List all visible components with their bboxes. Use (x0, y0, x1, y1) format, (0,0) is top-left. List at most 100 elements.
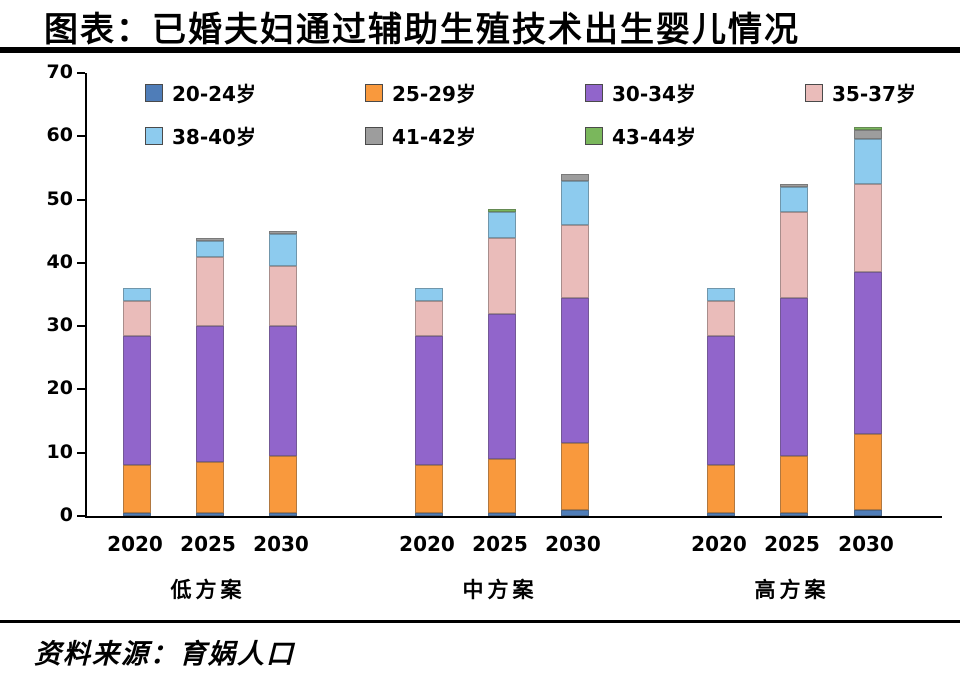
legend-item: 41-42岁 (365, 121, 585, 150)
legend-item: 35-37岁 (805, 78, 960, 107)
bar-segment-30-34岁 (780, 297, 808, 456)
stacked-bar (196, 73, 224, 516)
bar-segment-35-37岁 (707, 300, 735, 336)
legend-item: 43-44岁 (585, 121, 805, 150)
y-tick-label: 70 (46, 61, 73, 83)
bar-segment-20-24岁 (123, 512, 151, 516)
stacked-bar (561, 73, 589, 516)
legend-item: 20-24岁 (145, 78, 365, 107)
y-tick-mark (77, 72, 85, 74)
bar-segment-25-29岁 (488, 459, 516, 513)
bar-segment-43-44岁 (488, 209, 516, 213)
bar-segment-30-34岁 (561, 297, 589, 444)
bar-segment-35-37岁 (854, 183, 882, 273)
y-tick-mark (77, 325, 85, 328)
group-label: 高方案 (754, 578, 830, 602)
legend-label: 25-29岁 (392, 82, 476, 106)
legend-swatch (805, 83, 823, 102)
bar-segment-20-24岁 (854, 509, 882, 516)
bar-segment-38-40岁 (196, 240, 224, 257)
bar-segment-35-37岁 (780, 212, 808, 298)
y-tick-label: 50 (46, 187, 73, 210)
bar-segment-25-29岁 (269, 455, 297, 513)
legend-label: 30-34岁 (612, 82, 696, 106)
legend-label: 43-44岁 (612, 125, 696, 149)
x-tick-label: 2025 (764, 532, 820, 556)
bar-segment-30-34岁 (854, 272, 882, 434)
legend-item: 30-34岁 (585, 78, 805, 107)
group-label: 中方案 (462, 578, 538, 602)
y-tick-label: 40 (46, 250, 73, 273)
group-label: 低方案 (170, 578, 246, 602)
bar-segment-30-34岁 (269, 326, 297, 456)
y-tick-mark (77, 135, 85, 138)
stacked-bar (780, 73, 808, 516)
bar-segment-25-29岁 (707, 465, 735, 513)
bar-segment-38-40岁 (854, 139, 882, 184)
bar-segment-35-37岁 (123, 300, 151, 336)
legend-swatch (365, 83, 383, 102)
bar-segment-25-29岁 (123, 465, 151, 513)
bar-segment-41-42岁 (196, 237, 224, 241)
bar-segment-38-40岁 (561, 180, 589, 225)
bar-segment-38-40岁 (269, 234, 297, 267)
x-tick-label: 2025 (472, 532, 528, 556)
legend-swatch (365, 126, 383, 145)
plot-area (85, 73, 942, 518)
bar-segment-35-37岁 (561, 224, 589, 298)
stacked-bar (854, 73, 882, 516)
legend-label: 20-24岁 (172, 82, 256, 106)
chart-area: 20-24岁 25-29岁 30-34岁 35-37岁 38-40岁 41-42岁 43-4… (0, 53, 960, 618)
y-tick-mark (77, 515, 85, 517)
y-tick-label: 60 (46, 124, 73, 147)
legend-swatch (145, 83, 163, 102)
bar-segment-20-24岁 (488, 512, 516, 516)
bar-segment-35-37岁 (415, 300, 443, 336)
source-text: 资料来源：育娲人口 (34, 639, 295, 670)
y-tick-label: 20 (46, 377, 73, 400)
bar-segment-20-24岁 (561, 509, 589, 516)
x-tick-label: 2020 (691, 532, 747, 556)
x-tick-label: 2030 (545, 532, 601, 556)
bar-segment-38-40岁 (123, 288, 151, 301)
chart-legend: 20-24岁 25-29岁 30-34岁 35-37岁 38-40岁 41-42岁 43-4… (145, 78, 960, 150)
stacked-bar (123, 73, 151, 516)
stacked-bar (269, 73, 297, 516)
bar-segment-38-40岁 (707, 288, 735, 301)
bar-segment-43-44岁 (854, 126, 882, 130)
bar-segment-41-42岁 (561, 174, 589, 181)
bar-segment-35-37岁 (488, 237, 516, 314)
bar-segment-35-37岁 (269, 266, 297, 327)
bar-segment-30-34岁 (707, 335, 735, 466)
legend-swatch (585, 83, 603, 102)
y-tick-mark (77, 451, 85, 454)
stacked-bar (707, 73, 735, 516)
bar-segment-25-29岁 (561, 443, 589, 510)
bar-segment-30-34岁 (415, 335, 443, 466)
bar-segment-30-34岁 (488, 313, 516, 460)
x-tick-label: 2025 (180, 532, 236, 556)
stacked-bar (415, 73, 443, 516)
bar-segment-41-42岁 (780, 183, 808, 187)
x-tick-label: 2030 (253, 532, 309, 556)
y-tick-mark (77, 388, 85, 391)
legend-label: 38-40岁 (172, 125, 256, 149)
legend-swatch (585, 126, 603, 145)
y-tick-label: 0 (59, 504, 73, 526)
bar-segment-20-24岁 (780, 512, 808, 516)
y-tick-label: 30 (46, 314, 73, 337)
bar-segment-25-29岁 (780, 455, 808, 513)
source-divider (0, 620, 960, 623)
bar-segment-41-42岁 (269, 231, 297, 235)
bar-segment-30-34岁 (123, 335, 151, 466)
bar-segment-35-37岁 (196, 256, 224, 327)
bar-segment-25-29岁 (854, 433, 882, 510)
bar-segment-38-40岁 (415, 288, 443, 301)
bar-segment-20-24岁 (707, 512, 735, 516)
chart-title: 图表：已婚夫妇通过辅助生殖技术出生婴儿情况 (44, 10, 800, 50)
bar-segment-38-40岁 (780, 186, 808, 213)
bar-segment-25-29岁 (196, 462, 224, 513)
legend-label: 41-42岁 (392, 125, 476, 149)
bar-segment-20-24岁 (196, 512, 224, 516)
